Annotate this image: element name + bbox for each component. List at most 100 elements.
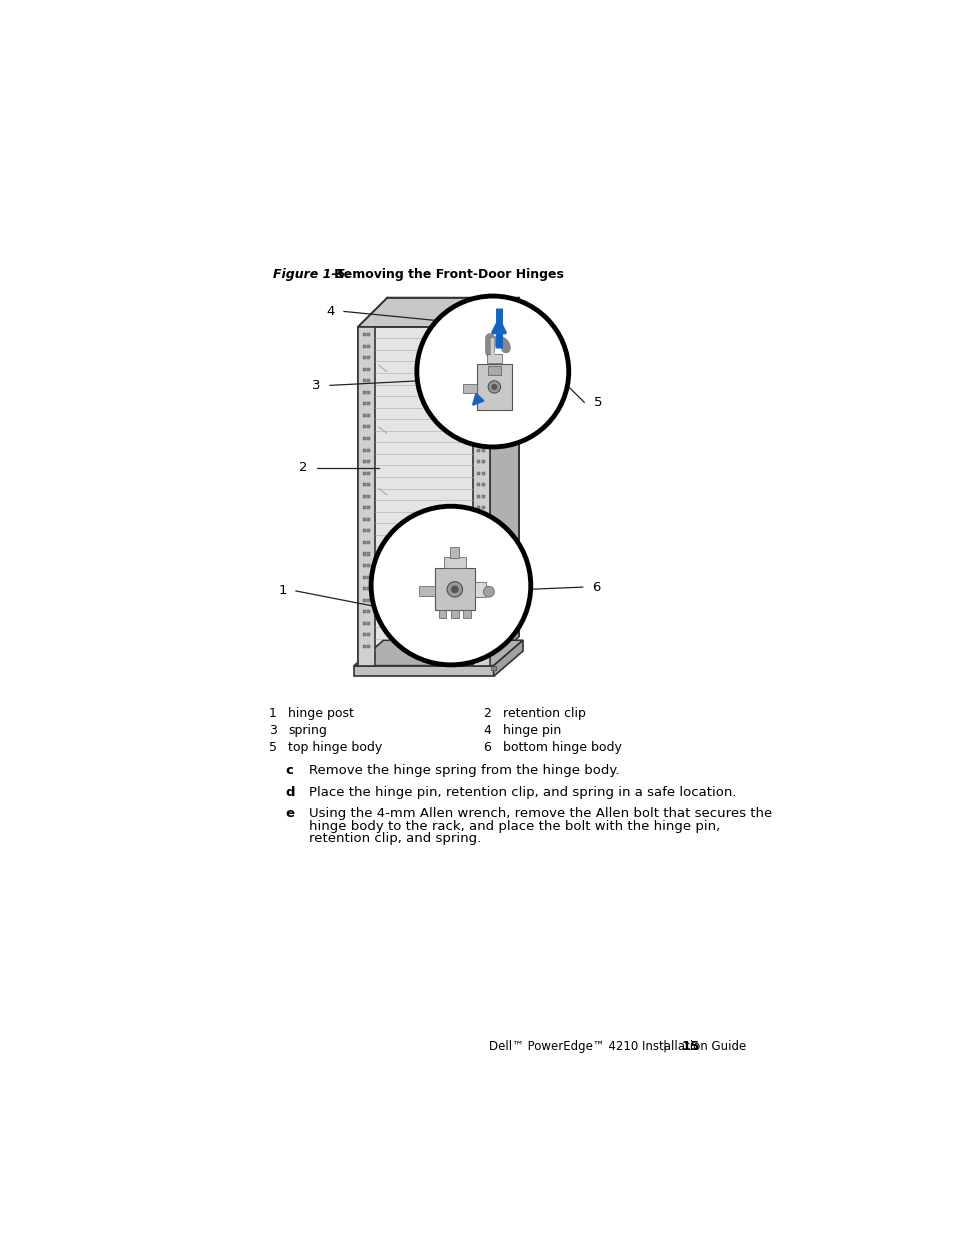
Bar [481,414,484,417]
Bar [481,634,484,636]
Bar [367,472,370,474]
Bar [443,557,465,568]
Bar [476,461,480,463]
Bar [362,645,365,648]
Bar [491,389,496,393]
Text: 4: 4 [483,724,491,737]
Bar [481,437,484,440]
Bar [367,552,370,556]
Text: 3: 3 [312,379,320,391]
Bar [481,576,484,579]
Bar [476,587,480,590]
Bar [367,576,370,579]
Bar [463,610,471,618]
Bar [476,437,480,440]
Text: hinge post: hinge post [288,708,354,720]
Bar [362,621,365,625]
Text: 6: 6 [592,580,599,594]
Text: hinge pin: hinge pin [502,724,560,737]
Bar [362,530,365,532]
Bar [367,356,370,359]
Bar [367,437,370,440]
Bar [481,472,484,474]
Bar [362,472,365,474]
Bar [367,368,370,370]
Bar [481,587,484,590]
Text: 6: 6 [483,741,491,755]
Bar [486,353,501,363]
Bar [362,634,365,636]
Text: 15: 15 [681,1040,700,1053]
Bar [481,552,484,556]
Bar [476,379,480,383]
Text: 2: 2 [483,708,491,720]
Text: spring: spring [288,724,327,737]
Bar [476,390,480,394]
Circle shape [416,296,568,447]
Text: d: d [286,785,295,799]
Bar [481,345,484,347]
Bar [481,610,484,614]
Text: Removing the Front-Door Hinges: Removing the Front-Door Hinges [320,268,563,282]
Text: 1: 1 [278,584,286,598]
Bar [450,547,459,558]
Bar [476,425,480,429]
Bar [362,576,365,579]
Circle shape [451,585,458,593]
Bar [367,587,370,590]
Bar [476,356,480,359]
Bar [367,390,370,394]
Bar [481,645,484,648]
Bar [362,541,365,543]
Bar [476,448,480,452]
Bar [362,390,365,394]
Bar [488,366,500,375]
Polygon shape [493,640,522,677]
Bar [481,379,484,383]
Bar [481,461,484,463]
Bar [481,483,484,487]
Bar [362,461,365,463]
Polygon shape [489,298,518,666]
Text: 4: 4 [326,305,335,317]
Bar [438,610,446,618]
Bar [491,667,496,671]
Bar [367,495,370,498]
Bar [362,587,365,590]
Bar [367,333,370,336]
Text: |: | [661,1040,665,1053]
Bar [481,425,484,429]
Text: e: e [286,808,294,820]
Polygon shape [472,327,489,666]
Bar [362,425,365,429]
Text: 5: 5 [269,741,276,755]
Bar [362,495,365,498]
Text: Figure 1-5.: Figure 1-5. [273,268,350,282]
Bar [362,483,365,487]
Bar [476,364,512,410]
Bar [476,483,480,487]
Text: 1: 1 [269,708,276,720]
Text: bottom hinge body: bottom hinge body [502,741,621,755]
Bar [481,541,484,543]
Circle shape [371,506,530,664]
Text: Place the hinge pin, retention clip, and spring in a safe location.: Place the hinge pin, retention clip, and… [309,785,736,799]
Bar [476,576,480,579]
Bar [476,564,480,567]
Bar [367,506,370,509]
Text: Remove the hinge spring from the hinge body.: Remove the hinge spring from the hinge b… [309,764,619,777]
Bar [481,333,484,336]
Text: retention clip, and spring.: retention clip, and spring. [309,832,481,845]
Bar [367,379,370,383]
Bar [362,356,365,359]
Polygon shape [357,327,375,666]
Bar [367,530,370,532]
Text: c: c [286,764,294,777]
Bar [367,599,370,601]
Bar [476,472,480,474]
Bar [462,384,476,393]
Bar [367,610,370,614]
Text: 3: 3 [269,724,276,737]
Bar [418,587,435,595]
Bar [476,621,480,625]
